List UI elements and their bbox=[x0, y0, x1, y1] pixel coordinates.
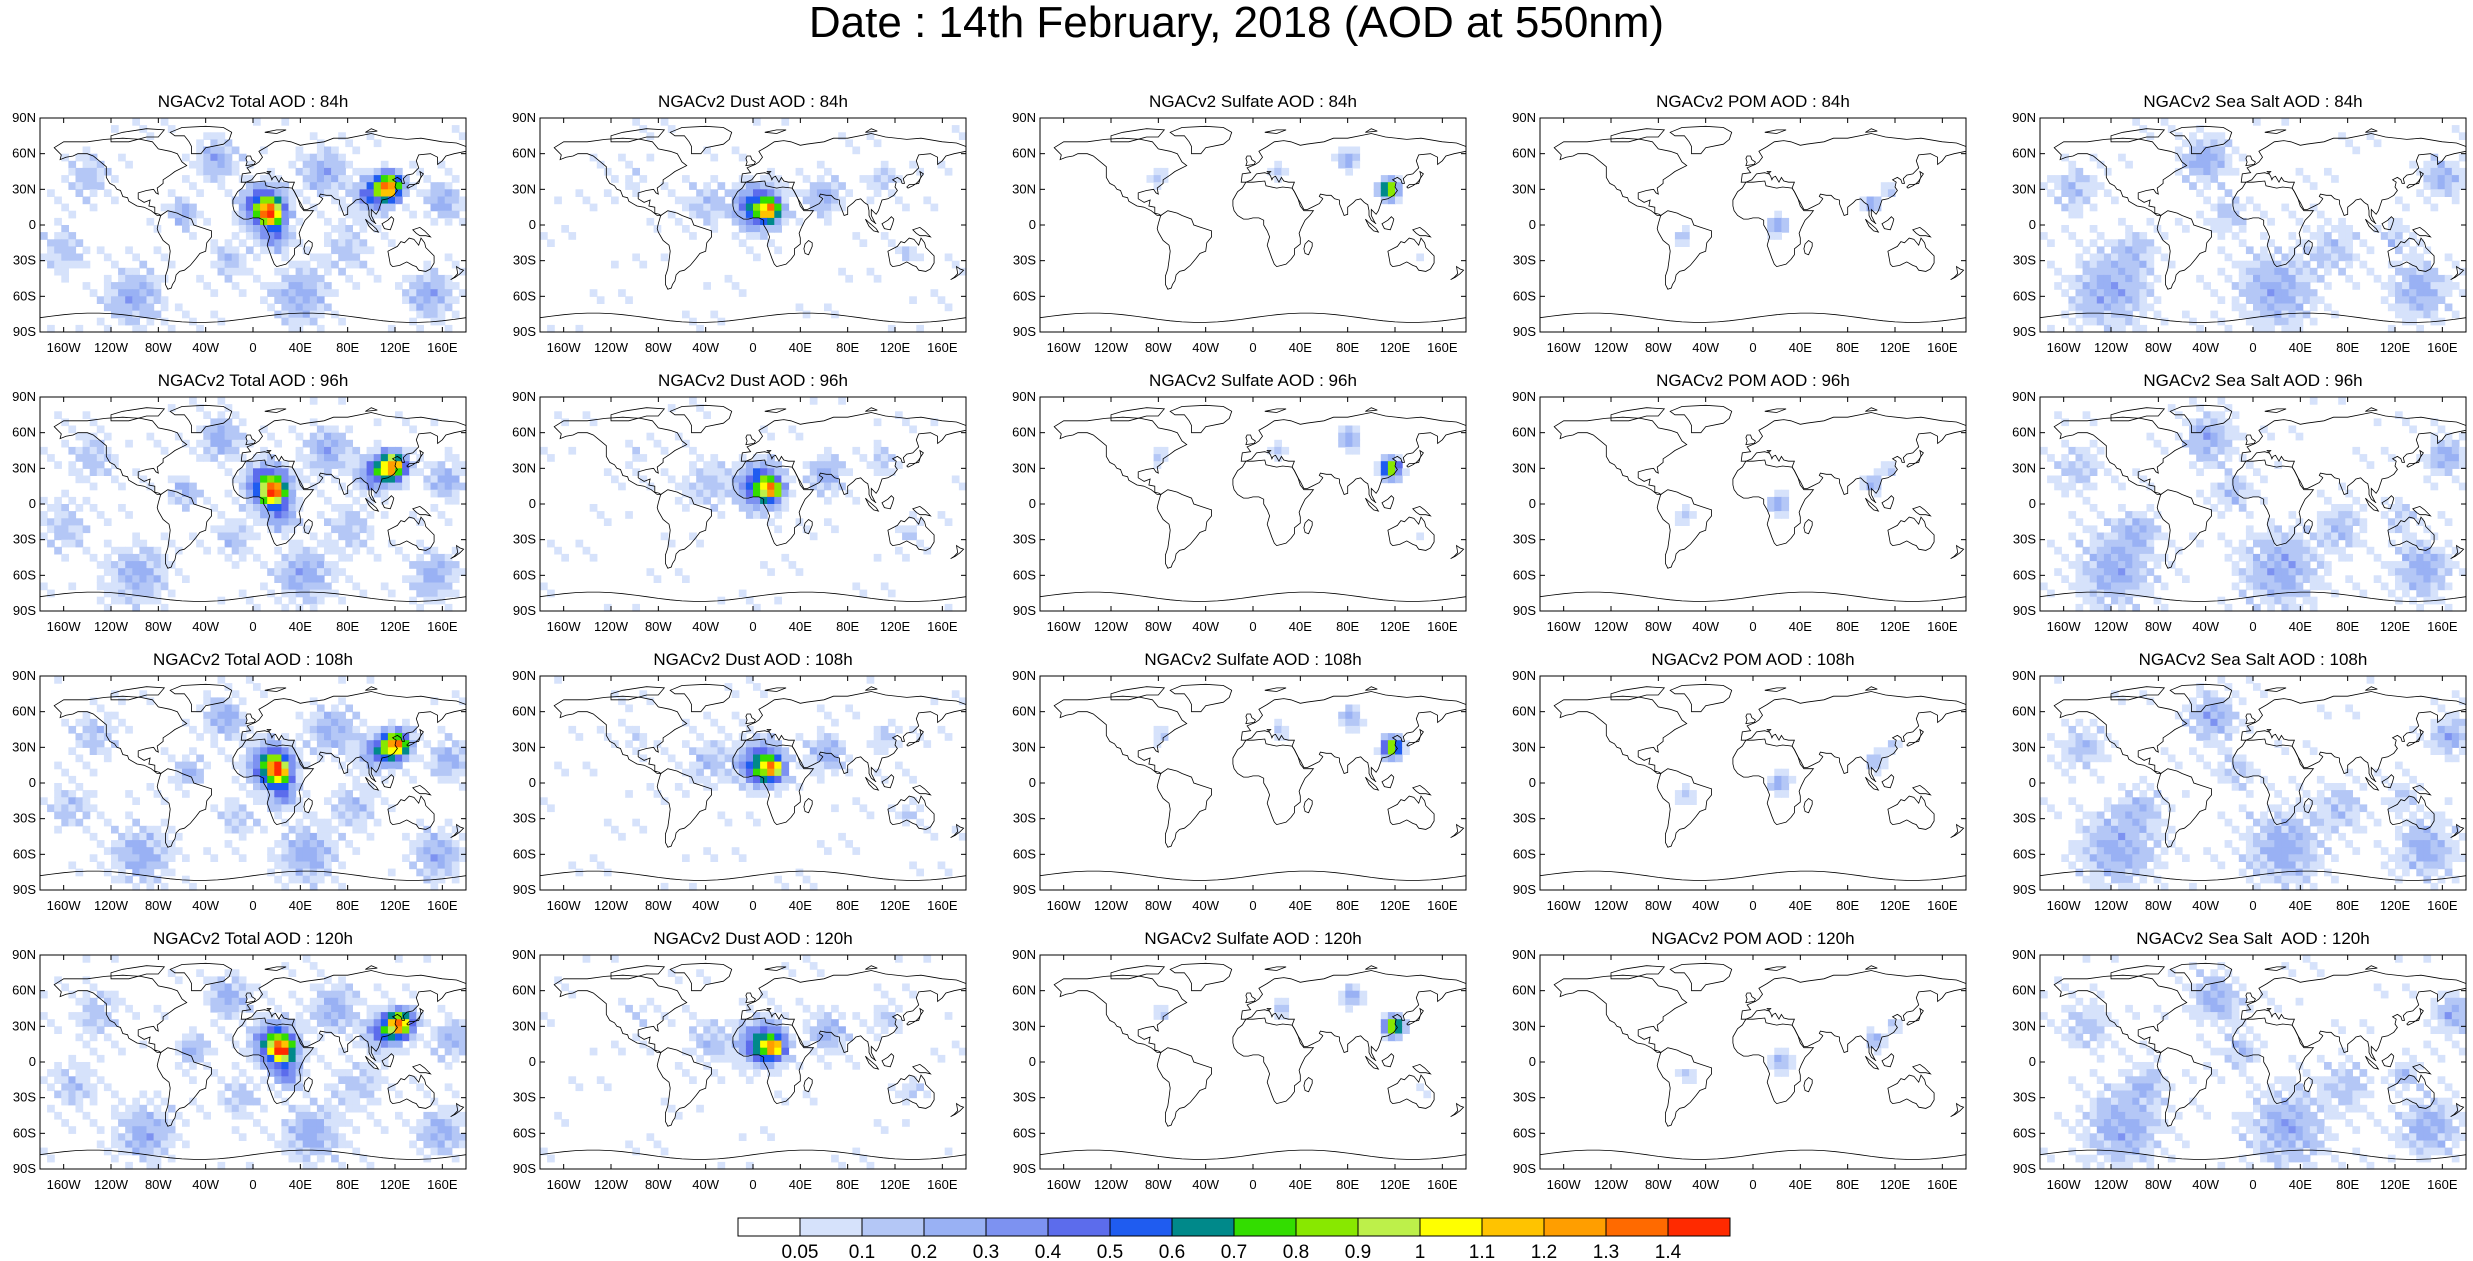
colorbar-label: 1.4 bbox=[1655, 1242, 1682, 1261]
colorbar-label: 1 bbox=[1415, 1242, 1426, 1261]
colorbar-label: 1.3 bbox=[1593, 1242, 1619, 1261]
colorbar-label: 0.05 bbox=[782, 1242, 819, 1261]
colorbar-swatch bbox=[861, 1217, 925, 1237]
colorbar-swatch bbox=[1171, 1217, 1235, 1237]
colorbar-label: 0.1 bbox=[849, 1242, 875, 1261]
colorbar-swatch bbox=[1047, 1217, 1111, 1237]
colorbar-swatch bbox=[1543, 1217, 1607, 1237]
colorbar-label: 0.8 bbox=[1283, 1242, 1309, 1261]
colorbar-swatch bbox=[1605, 1217, 1669, 1237]
colorbar-label: 0.4 bbox=[1035, 1242, 1062, 1261]
colorbar-swatch bbox=[737, 1217, 801, 1237]
colorbar-label: 1.2 bbox=[1531, 1242, 1557, 1261]
colorbar-label: 1.1 bbox=[1469, 1242, 1495, 1261]
colorbar-label: 0.5 bbox=[1097, 1242, 1123, 1261]
colorbar-swatch bbox=[1419, 1217, 1483, 1237]
colorbar-label: 0.3 bbox=[973, 1242, 999, 1261]
colorbar-swatch bbox=[985, 1217, 1049, 1237]
colorbar-swatch bbox=[1667, 1217, 1731, 1237]
colorbar-swatch bbox=[1357, 1217, 1421, 1237]
colorbar-label: 0.2 bbox=[911, 1242, 937, 1261]
colorbar-swatch bbox=[1295, 1217, 1359, 1237]
colorbar-swatch bbox=[1233, 1217, 1297, 1237]
colorbar-label: 0.9 bbox=[1345, 1242, 1371, 1261]
colorbar-swatch bbox=[1481, 1217, 1545, 1237]
colorbar-swatch bbox=[799, 1217, 863, 1237]
colorbar-swatch bbox=[923, 1217, 987, 1237]
colorbar-label: 0.7 bbox=[1221, 1242, 1247, 1261]
colorbar-swatch bbox=[1109, 1217, 1173, 1237]
colorbar-label: 0.6 bbox=[1159, 1242, 1185, 1261]
